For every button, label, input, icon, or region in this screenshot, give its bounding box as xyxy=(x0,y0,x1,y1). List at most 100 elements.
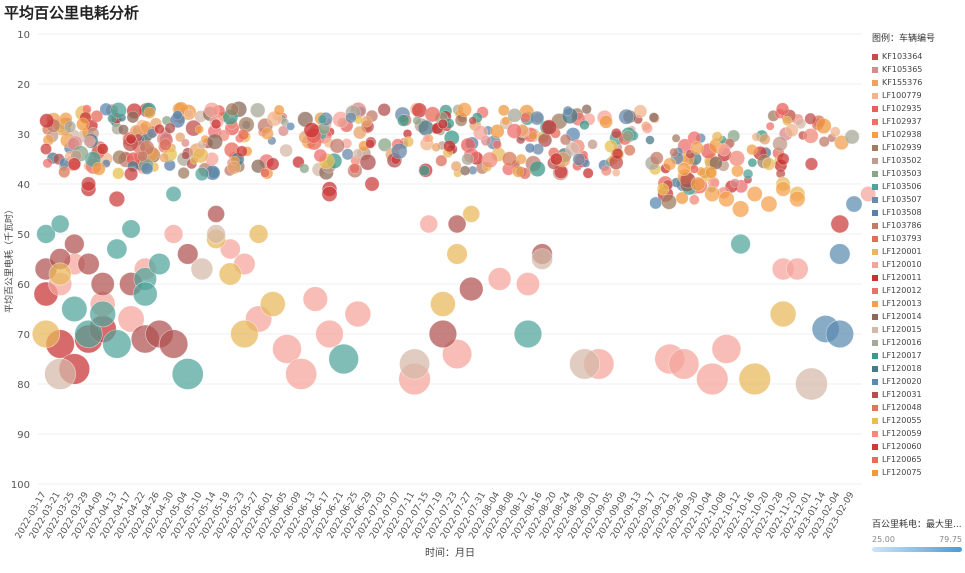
data-point xyxy=(277,125,289,137)
data-point xyxy=(189,155,199,165)
data-point xyxy=(746,143,758,156)
legend-label: LF120059 xyxy=(882,429,922,438)
data-point xyxy=(502,151,517,167)
legend-item[interactable]: KF105365 xyxy=(872,63,964,76)
data-point xyxy=(730,178,740,188)
legend-swatch xyxy=(872,313,878,320)
data-point xyxy=(501,116,511,126)
data-point xyxy=(512,165,525,178)
legend-label: LF103507 xyxy=(882,195,922,204)
legend-item[interactable]: LF100779 xyxy=(872,89,964,102)
legend-item[interactable]: LF102938 xyxy=(872,128,964,141)
legend-item[interactable]: LF120011 xyxy=(872,271,964,284)
legend-item[interactable]: LF120015 xyxy=(872,323,964,336)
legend-item[interactable]: LF102937 xyxy=(872,115,964,128)
legend-item[interactable]: LF120016 xyxy=(872,336,964,349)
data-point xyxy=(344,300,372,328)
data-point xyxy=(195,124,205,134)
data-point xyxy=(747,157,758,168)
legend-item[interactable]: LF120013 xyxy=(872,297,964,310)
data-point xyxy=(430,291,456,317)
legend-swatch xyxy=(872,53,878,60)
chart-title: 平均百公里电耗分析 xyxy=(4,4,140,22)
data-point xyxy=(507,108,522,123)
data-point xyxy=(487,267,512,291)
legend-item[interactable]: LF103503 xyxy=(872,167,964,180)
data-point xyxy=(481,151,498,169)
legend-item[interactable]: LF120065 xyxy=(872,453,964,466)
legend-item[interactable]: LF103506 xyxy=(872,180,964,193)
legend-item[interactable]: LF120048 xyxy=(872,401,964,414)
data-point xyxy=(677,162,691,176)
legend-item[interactable]: LF103786 xyxy=(872,219,964,232)
legend-item[interactable]: LF120060 xyxy=(872,440,964,453)
data-point xyxy=(285,358,318,390)
data-point xyxy=(359,154,377,171)
data-point xyxy=(181,151,190,160)
data-point xyxy=(648,112,660,123)
data-point xyxy=(31,319,61,349)
legend-item[interactable]: LF102935 xyxy=(872,102,964,115)
data-point xyxy=(236,145,248,158)
data-point xyxy=(825,319,854,349)
size-legend: 百公里耗电：最大里... 25.00 79.75 xyxy=(872,517,962,552)
legend-item[interactable]: LF103793 xyxy=(872,232,964,245)
data-point xyxy=(248,224,269,244)
legend-label: LF103508 xyxy=(882,208,922,217)
legend-item[interactable]: LF120012 xyxy=(872,284,964,297)
legend-item[interactable]: LF120075 xyxy=(872,466,964,479)
data-point xyxy=(572,153,586,166)
data-point xyxy=(669,147,679,157)
data-point xyxy=(437,118,449,130)
legend-item[interactable]: KF155376 xyxy=(872,76,964,89)
data-point xyxy=(656,183,670,196)
legend-item[interactable]: LF103508 xyxy=(872,206,964,219)
data-point xyxy=(462,205,481,223)
legend-label: LF120018 xyxy=(882,364,922,373)
data-point xyxy=(531,248,553,270)
data-point xyxy=(599,115,613,129)
data-point xyxy=(742,168,754,180)
data-point xyxy=(76,117,90,131)
data-point xyxy=(303,122,320,139)
legend-swatch xyxy=(872,417,878,424)
legend-item[interactable]: LF120020 xyxy=(872,375,964,388)
data-point xyxy=(321,186,338,202)
legend-item[interactable]: LF120017 xyxy=(872,349,964,362)
data-point xyxy=(762,157,776,171)
data-point xyxy=(250,102,266,118)
legend-swatch xyxy=(872,287,878,294)
legend-swatch xyxy=(872,404,878,411)
y-tick-label: 80 xyxy=(17,380,30,391)
data-point xyxy=(565,141,580,157)
legend-item[interactable]: LF120010 xyxy=(872,258,964,271)
legend-item[interactable]: LF102939 xyxy=(872,141,964,154)
legend-item[interactable]: LF103507 xyxy=(872,193,964,206)
legend-item[interactable]: LF120001 xyxy=(872,245,964,258)
data-point xyxy=(520,112,531,124)
legend-label: LF120016 xyxy=(882,338,922,347)
data-point xyxy=(260,291,286,317)
data-point xyxy=(272,334,302,364)
legend-swatch xyxy=(872,378,878,385)
data-point xyxy=(266,157,280,171)
legend-item[interactable]: LF120059 xyxy=(872,427,964,440)
legend-item[interactable]: LF120014 xyxy=(872,310,964,323)
legend-item[interactable]: LF120055 xyxy=(872,414,964,427)
data-point xyxy=(795,118,807,130)
legend-item[interactable]: KF103364 xyxy=(872,50,964,63)
data-point xyxy=(549,152,563,166)
legend-item[interactable]: LF120031 xyxy=(872,388,964,401)
size-legend-slider[interactable] xyxy=(872,547,962,552)
data-point xyxy=(424,106,441,123)
data-point xyxy=(641,122,653,134)
legend-label: LF120017 xyxy=(882,351,922,360)
data-point xyxy=(377,103,391,117)
legend-item[interactable]: LF103502 xyxy=(872,154,964,167)
data-point xyxy=(206,133,223,150)
legend-item[interactable]: LF120018 xyxy=(872,362,964,375)
legend-swatch xyxy=(872,326,878,333)
data-point xyxy=(227,160,241,175)
legend-label: LF120060 xyxy=(882,442,922,451)
data-point xyxy=(302,286,328,312)
